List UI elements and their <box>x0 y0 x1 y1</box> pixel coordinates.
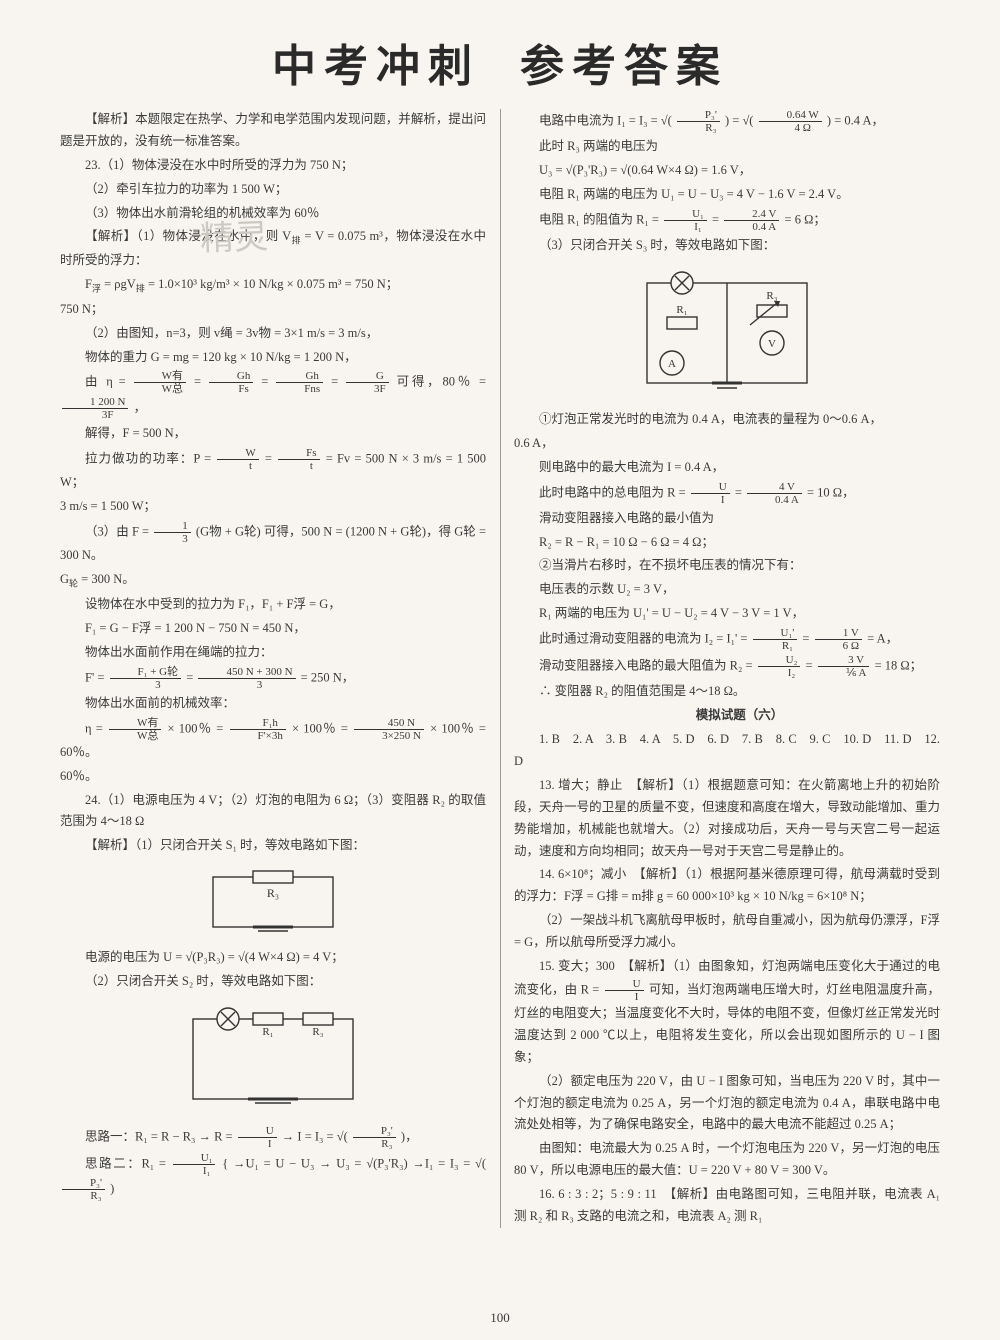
r-p08: ②当滑片右移时，在不损坏电压表的情况下有： <box>514 555 940 577</box>
l-p07: （2）由图知，n=3，则 v绳 = 3v物 = 3×1 m/s = 3 m/s， <box>60 323 486 345</box>
l-p11: 拉力做功的功率：P = Wt = Fst = Fv = 500 N × 3 m/… <box>60 447 486 494</box>
r-p19: （2）额定电压为 220 V，由 U − I 图象可知，当电压为 220 V 时… <box>514 1071 940 1137</box>
l-p10: 解得，F = 500 N， <box>60 423 486 445</box>
r-p11: 此时通过滑动变阻器的电流为 I₂ = I₁' = U₁'R₁ = 1 V6 Ω … <box>514 627 940 652</box>
svg-text:A: A <box>668 358 676 370</box>
title-right: 参考答案 <box>520 42 728 91</box>
svg-text:R₃: R₃ <box>312 1026 323 1038</box>
r-p14: 1. B 2. A 3. B 4. A 5. D 6. D 7. B 8. C … <box>514 729 940 773</box>
r-p02: （3）只闭合开关 S₃ 时，等效电路如下图： <box>514 235 940 257</box>
r-p13: ∴ 变阻器 R₂ 的阻值范围是 4～18 Ω。 <box>514 681 940 703</box>
r-p15: 13. 增大；静止 【解析】（1）根据题意可知：在火箭离地上升的初始阶段，天舟一… <box>514 775 940 863</box>
l-p01: 【解析】本题限定在热学、力学和电学范围内发现问题，并解析，提出问题是开放的，没有… <box>60 109 486 153</box>
section-heading-six: 模拟试题（六） <box>514 705 940 727</box>
r-p04: 则电路中的最大电流为 I = 0.4 A， <box>514 457 940 479</box>
title-row: 中考冲刺参考答案 <box>60 30 940 94</box>
l-p27: U₃ = √(P₃'R₃) = √(0.64 W×4 Ω) = 1.6 V， <box>514 160 940 182</box>
r-p09: 电压表的示数 U₂ = 3 V， <box>514 579 940 601</box>
page-number: 100 <box>0 1310 1000 1326</box>
l-p21: 电源的电压为 U = √(P₃R₃) = √(4 W×4 Ω) = 4 V； <box>60 947 486 969</box>
l-p12b: G轮 = 300 N。 <box>60 569 486 592</box>
content-columns: 【解析】本题限定在热学、力学和电学范围内发现问题，并解析，提出问题是开放的，没有… <box>60 109 940 1228</box>
l-p04: （3）物体出水前滑轮组的机械效率为 60％ <box>60 203 486 225</box>
l-p17: 物体出水面前的机械效率： <box>60 693 486 715</box>
l-p14: F₁ = G − F浮 = 1 200 N − 750 N = 450 N， <box>60 618 486 640</box>
r-p06: 滑动变阻器接入电路的最小值为 <box>514 508 940 530</box>
l-p22: （2）只闭合开关 S₂ 时，等效电路如下图： <box>60 971 486 993</box>
circuit-fig-2: R₃ <box>60 863 486 941</box>
r-p21: 16. 6 : 3 : 2；5 : 9 : 11 【解析】由电路图可知，三电阻并… <box>514 1184 940 1228</box>
l-p15: 物体出水面前作用在绳端的拉力： <box>60 642 486 664</box>
svg-text:V: V <box>768 338 776 350</box>
l-p28: 电阻 R₁ 两端的电压为 U₁ = U − U₃ = 4 V − 1.6 V =… <box>514 184 940 206</box>
svg-text:R₃: R₃ <box>267 886 279 900</box>
l-p24: 思路二：R₁ = U₁I₁ { →U₁ = U − U₃ → U₃ = √(P₃… <box>60 1152 486 1202</box>
svg-text:R₁: R₁ <box>676 304 687 316</box>
l-p06b: 750 N； <box>60 299 486 321</box>
title-left: 中考冲刺 <box>272 42 480 91</box>
r-p18: 15. 变大；300 【解析】（1）由图象知，灯泡两端电压变化大于通过的电流变化… <box>514 956 940 1069</box>
svg-text:R₃: R₃ <box>766 290 777 302</box>
l-p05: 【解析】（1）物体浸没在水中，则 V排 = V = 0.075 m³，物体浸没在… <box>60 226 486 271</box>
l-p12: （3）由 F = 13 (G物 + G轮) 可得，500 N = (1200 N… <box>60 520 486 567</box>
l-p20: 【解析】（1）只闭合开关 S₁ 时，等效电路如下图： <box>60 835 486 857</box>
r-p12: 滑动变阻器接入电路的最大阻值为 R₂ = U₂I₂ = 3 V⅙ A = 18 … <box>514 654 940 679</box>
r-p17: （2）一架战斗机飞离航母甲板时，航母自重减小，因为航母仍漂浮，F浮 = G，所以… <box>514 910 940 954</box>
l-p03: （2）牵引车拉力的功率为 1 500 W； <box>60 179 486 201</box>
r-p20: 由图知：电流最大为 0.25 A 时，一个灯泡电压为 220 V，另一灯泡的电压… <box>514 1138 940 1182</box>
l-p23: 思路一：R₁ = R − R₃ → R = UI → I = I₃ = √( P… <box>60 1125 486 1150</box>
l-p09: 由 η = W有W总 = GhFs = GhFns = G3F 可得，80％ =… <box>60 370 486 420</box>
l-p18b: 60％。 <box>60 766 486 788</box>
page-title: 中考冲刺参考答案 <box>60 30 940 94</box>
r-p10: R₁ 两端的电压为 U₁' = U − U₂ = 4 V − 3 V = 1 V… <box>514 603 940 625</box>
r-p16: 14. 6×10⁸；减小 【解析】（1）根据阿基米德原理可得，航母满载时受到的浮… <box>514 864 940 908</box>
circuit-fig-3: R₁ R₃ <box>60 999 486 1119</box>
r-p03b: 0.6 A， <box>514 433 940 455</box>
r-p07: R₂ = R − R₁ = 10 Ω − 6 Ω = 4 Ω； <box>514 532 940 554</box>
page-root: 精灵 中考冲刺参考答案 【解析】本题限定在热学、力学和电学范围内发现问题，并解析… <box>0 0 1000 1340</box>
l-p02: 23.（1）物体浸没在水中时所受的浮力为 750 N； <box>60 155 486 177</box>
l-p08: 物体的重力 G = mg = 120 kg × 10 N/kg = 1 200 … <box>60 347 486 369</box>
svg-text:R₁: R₁ <box>262 1026 273 1038</box>
l-p11b: 3 m/s = 1 500 W； <box>60 496 486 518</box>
r-p05: 此时电路中的总电阻为 R = UI = 4 V0.4 A = 10 Ω， <box>514 481 940 506</box>
l-p13: 设物体在水中受到的拉力为 F₁，F₁ + F浮 = G， <box>60 594 486 616</box>
l-p06: F浮 = ρgV排 = 1.0×10³ kg/m³ × 10 N/kg × 0.… <box>60 274 486 297</box>
l-p19: 24.（1）电源电压为 4 V；（2）灯泡的电阻为 6 Ω；（3）变阻器 R₂ … <box>60 790 486 834</box>
r-p03: ①灯泡正常发光时的电流为 0.4 A，电流表的量程为 0～0.6 A， <box>514 409 940 431</box>
r-p01: 电阻 R₁ 的阻值为 R₁ = U₁I₁ = 2.4 V0.4 A = 6 Ω； <box>514 208 940 233</box>
l-p18: η = W有W总 × 100％ = F₁hF'×3h × 100％ = 450 … <box>60 717 486 764</box>
l-p26: 此时 R₃ 两端的电压为 <box>514 136 940 158</box>
l-p16: F' = F₁ + G轮3 = 450 N + 300 N3 = 250 N， <box>60 666 486 691</box>
l-p25: 电路中电流为 I₁ = I₃ = √( P₃'R₃ ) = √( 0.64 W4… <box>514 109 940 134</box>
circuit-fig-1: R₁ R₃ A V <box>514 263 940 403</box>
